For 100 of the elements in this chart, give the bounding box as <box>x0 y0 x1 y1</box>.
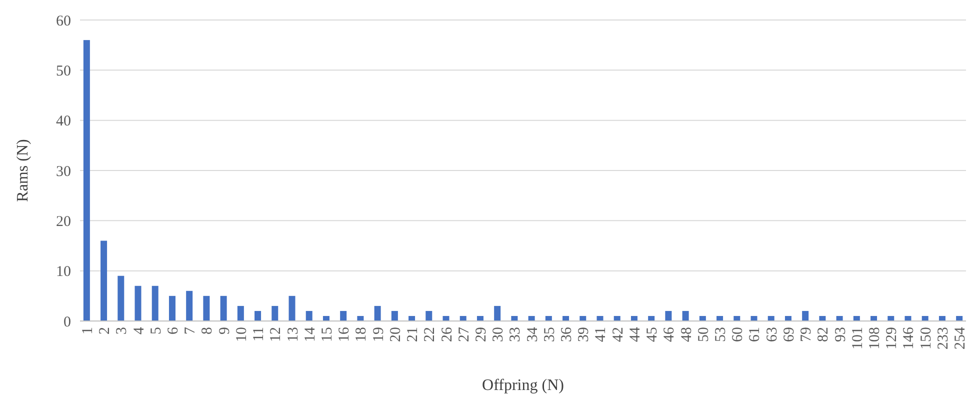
x-tick-label: 46 <box>662 326 678 342</box>
x-tick-label: 108 <box>867 327 884 350</box>
y-tick-label: 60 <box>56 13 71 30</box>
bar <box>734 316 740 321</box>
x-tick-label: 9 <box>216 327 233 334</box>
x-tick-label: 15 <box>319 327 336 342</box>
bar <box>562 316 570 321</box>
x-tick-label: 35 <box>542 327 558 342</box>
x-tick-label: 11 <box>251 327 268 342</box>
x-tick-label: 42 <box>610 327 626 342</box>
bar <box>836 316 843 321</box>
bar <box>408 316 416 321</box>
bar <box>357 316 364 321</box>
bar <box>118 276 124 321</box>
bar <box>272 306 278 321</box>
y-tick-label: 50 <box>56 63 71 80</box>
bar <box>580 316 586 321</box>
y-tick-label: 20 <box>56 214 71 230</box>
bar <box>545 316 552 321</box>
bar <box>750 316 758 321</box>
x-tick-label: 101 <box>850 327 866 350</box>
bar <box>716 316 724 321</box>
bar <box>904 316 912 321</box>
x-tick-label: 20 <box>388 327 404 342</box>
x-tick-label: 22 <box>422 327 438 342</box>
x-tick-label: 50 <box>696 327 712 342</box>
bar <box>528 316 535 321</box>
x-tick-label: 7 <box>182 326 199 334</box>
x-tick-label: 39 <box>576 327 592 342</box>
x-tick-label: 48 <box>678 327 695 342</box>
x-tick-label: 33 <box>508 327 524 342</box>
bar <box>186 290 193 321</box>
bar <box>237 306 244 321</box>
x-tick-label: 61 <box>747 327 764 342</box>
bar <box>442 316 450 321</box>
bar <box>203 296 210 321</box>
x-tick-label: 14 <box>302 326 318 342</box>
bar <box>819 316 826 321</box>
bar <box>168 296 176 321</box>
x-tick-label: 5 <box>148 327 164 334</box>
bar <box>288 296 296 321</box>
bar <box>938 316 946 321</box>
x-tick-label: 13 <box>285 327 302 342</box>
bar <box>596 316 604 321</box>
x-tick-label: 1 <box>80 327 96 334</box>
bar <box>340 310 347 321</box>
x-tick-label: 26 <box>439 326 456 342</box>
x-tick-label: 2 <box>97 327 114 334</box>
bar <box>152 286 158 321</box>
bar <box>648 316 655 321</box>
x-tick-label: 44 <box>627 326 644 342</box>
y-axis-title: Rams (N) <box>14 139 32 202</box>
bar <box>511 316 518 321</box>
bar <box>476 316 484 321</box>
x-tick-label: 150 <box>918 327 934 350</box>
x-tick-label: 93 <box>832 327 849 342</box>
x-tick-label: 129 <box>884 327 900 350</box>
bar <box>460 316 466 321</box>
x-tick-label: 18 <box>354 327 370 342</box>
x-tick-label: 82 <box>816 327 832 342</box>
x-tick-label: 4 <box>131 326 148 334</box>
x-tick-label: 63 <box>764 327 780 342</box>
bar <box>322 316 330 321</box>
x-tick-label: 30 <box>490 327 507 342</box>
x-tick-label: 8 <box>200 327 216 334</box>
bar <box>888 316 894 321</box>
bar <box>83 40 90 321</box>
bar <box>922 316 928 321</box>
x-tick-label: 45 <box>644 327 661 342</box>
bar <box>784 316 792 321</box>
bar <box>682 310 689 321</box>
x-axis-title: Offpring (N) <box>482 377 564 394</box>
bar <box>100 240 108 321</box>
x-tick-label: 10 <box>234 327 250 342</box>
x-tick-label: 34 <box>524 326 541 342</box>
x-tick-label: 3 <box>114 327 130 334</box>
x-tick-label: 21 <box>405 327 422 342</box>
bar <box>220 296 227 321</box>
x-tick-label: 29 <box>473 327 490 342</box>
y-tick-label: 10 <box>56 264 71 280</box>
bar <box>665 310 672 321</box>
bar <box>630 316 638 321</box>
x-tick-label: 53 <box>713 327 730 342</box>
x-tick-label: 69 <box>781 327 798 342</box>
y-tick-label: 0 <box>64 314 71 330</box>
x-tick-label: 36 <box>559 326 576 342</box>
x-tick-label: 146 <box>901 326 918 350</box>
bar <box>802 310 809 321</box>
bar <box>853 316 860 321</box>
x-tick-label: 27 <box>456 326 472 342</box>
x-tick-label: 254 <box>952 326 969 350</box>
x-tick-label: 6 <box>165 326 182 334</box>
x-tick-label: 12 <box>268 327 284 342</box>
bar <box>699 316 706 321</box>
y-tick-label: 30 <box>56 164 71 180</box>
bar <box>306 310 312 321</box>
bar <box>134 286 142 321</box>
bar <box>374 306 381 321</box>
x-tick-label: 60 <box>730 327 746 342</box>
bar <box>870 316 878 321</box>
